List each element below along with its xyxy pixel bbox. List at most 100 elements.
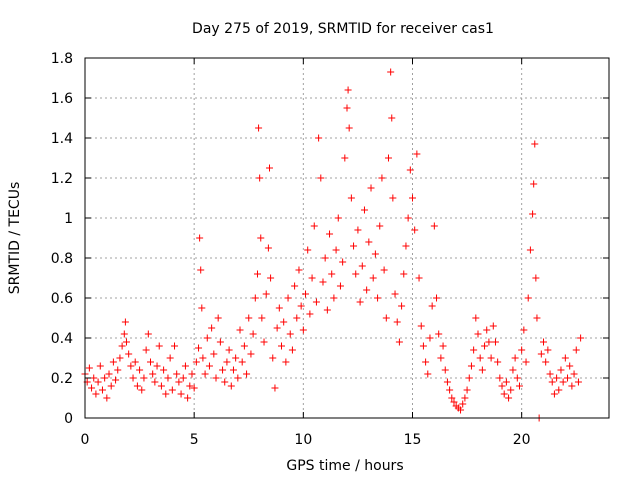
data-point (548, 378, 556, 386)
data-point (409, 194, 416, 202)
data-point (291, 282, 299, 290)
data-point (223, 358, 231, 366)
data-point (550, 390, 558, 398)
data-point (426, 334, 434, 342)
data-point (168, 386, 176, 394)
data-point (428, 302, 436, 310)
data-point (339, 258, 347, 266)
data-point (435, 330, 443, 338)
data-point (500, 390, 508, 398)
data-point (234, 374, 242, 382)
data-point (515, 382, 523, 390)
data-point (317, 174, 325, 182)
data-point (404, 214, 412, 222)
data-point (221, 378, 229, 386)
data-point (509, 366, 517, 374)
data-point (470, 346, 478, 354)
data-point (288, 346, 296, 354)
data-point (564, 374, 572, 382)
data-point (227, 382, 235, 390)
data-point (400, 270, 408, 278)
data-point (236, 326, 244, 334)
data-point (406, 166, 414, 174)
data-point (96, 362, 104, 370)
data-point (112, 376, 120, 384)
data-point (171, 342, 179, 350)
data-point (229, 366, 237, 374)
data-point (306, 310, 314, 318)
data-point (489, 322, 497, 330)
data-points (81, 68, 585, 422)
data-point (387, 68, 395, 76)
data-point (491, 338, 499, 346)
data-point (120, 330, 128, 338)
data-point (140, 374, 148, 382)
data-point (214, 314, 222, 322)
data-point (532, 274, 540, 282)
data-point (557, 366, 565, 374)
data-point (354, 226, 362, 234)
data-point (507, 386, 515, 394)
data-point (162, 390, 170, 398)
data-point (369, 274, 377, 282)
data-point (253, 270, 261, 278)
data-point (450, 398, 458, 406)
data-point (219, 366, 227, 374)
data-point (352, 270, 360, 278)
data-point (360, 206, 368, 214)
data-point (88, 384, 96, 392)
data-point (461, 394, 469, 402)
data-point (151, 378, 159, 386)
data-point (147, 358, 154, 366)
data-point (232, 354, 240, 362)
data-point (356, 298, 364, 306)
y-tick-label: 0.2 (51, 371, 73, 387)
y-axis-label: SRMTID / TECUs (7, 182, 23, 295)
data-point (546, 370, 554, 378)
data-point (542, 358, 550, 366)
data-point (257, 234, 265, 242)
data-point (485, 338, 493, 346)
data-point (271, 384, 279, 392)
data-point (278, 342, 285, 350)
data-point (380, 266, 388, 274)
data-point (293, 314, 301, 322)
data-point (157, 382, 165, 390)
data-point (553, 374, 561, 382)
data-point (85, 364, 93, 372)
data-point (430, 222, 438, 230)
y-tick-label: 0.4 (51, 331, 73, 347)
data-point (299, 326, 307, 334)
data-point (343, 104, 351, 112)
data-point (341, 154, 349, 162)
data-point (94, 378, 102, 386)
data-point (90, 374, 98, 382)
data-point (332, 246, 340, 254)
data-point (376, 222, 384, 230)
data-point (105, 370, 113, 378)
axis-ticks (84, 57, 609, 419)
data-point (474, 330, 482, 338)
data-point (487, 354, 495, 362)
data-point (240, 342, 248, 350)
data-point (197, 266, 205, 274)
data-point (472, 314, 480, 322)
data-point (328, 270, 336, 278)
data-point (142, 346, 150, 354)
data-point (275, 304, 283, 312)
data-point (149, 370, 157, 378)
x-tick-label: 20 (513, 432, 531, 448)
data-point (284, 294, 292, 302)
data-point (179, 374, 187, 382)
data-point (166, 354, 174, 362)
x-tick-labels: 0 5 10 15 20 (81, 432, 531, 448)
y-tick-labels: 0 0.2 0.4 0.6 0.8 1 1.2 1.4 1.6 1.8 (51, 51, 73, 427)
data-point (411, 226, 419, 234)
y-tick-label: 0.6 (51, 291, 73, 307)
data-point (476, 354, 484, 362)
data-point (424, 370, 432, 378)
data-point (264, 244, 272, 252)
data-point (413, 150, 421, 158)
data-point (321, 254, 329, 262)
